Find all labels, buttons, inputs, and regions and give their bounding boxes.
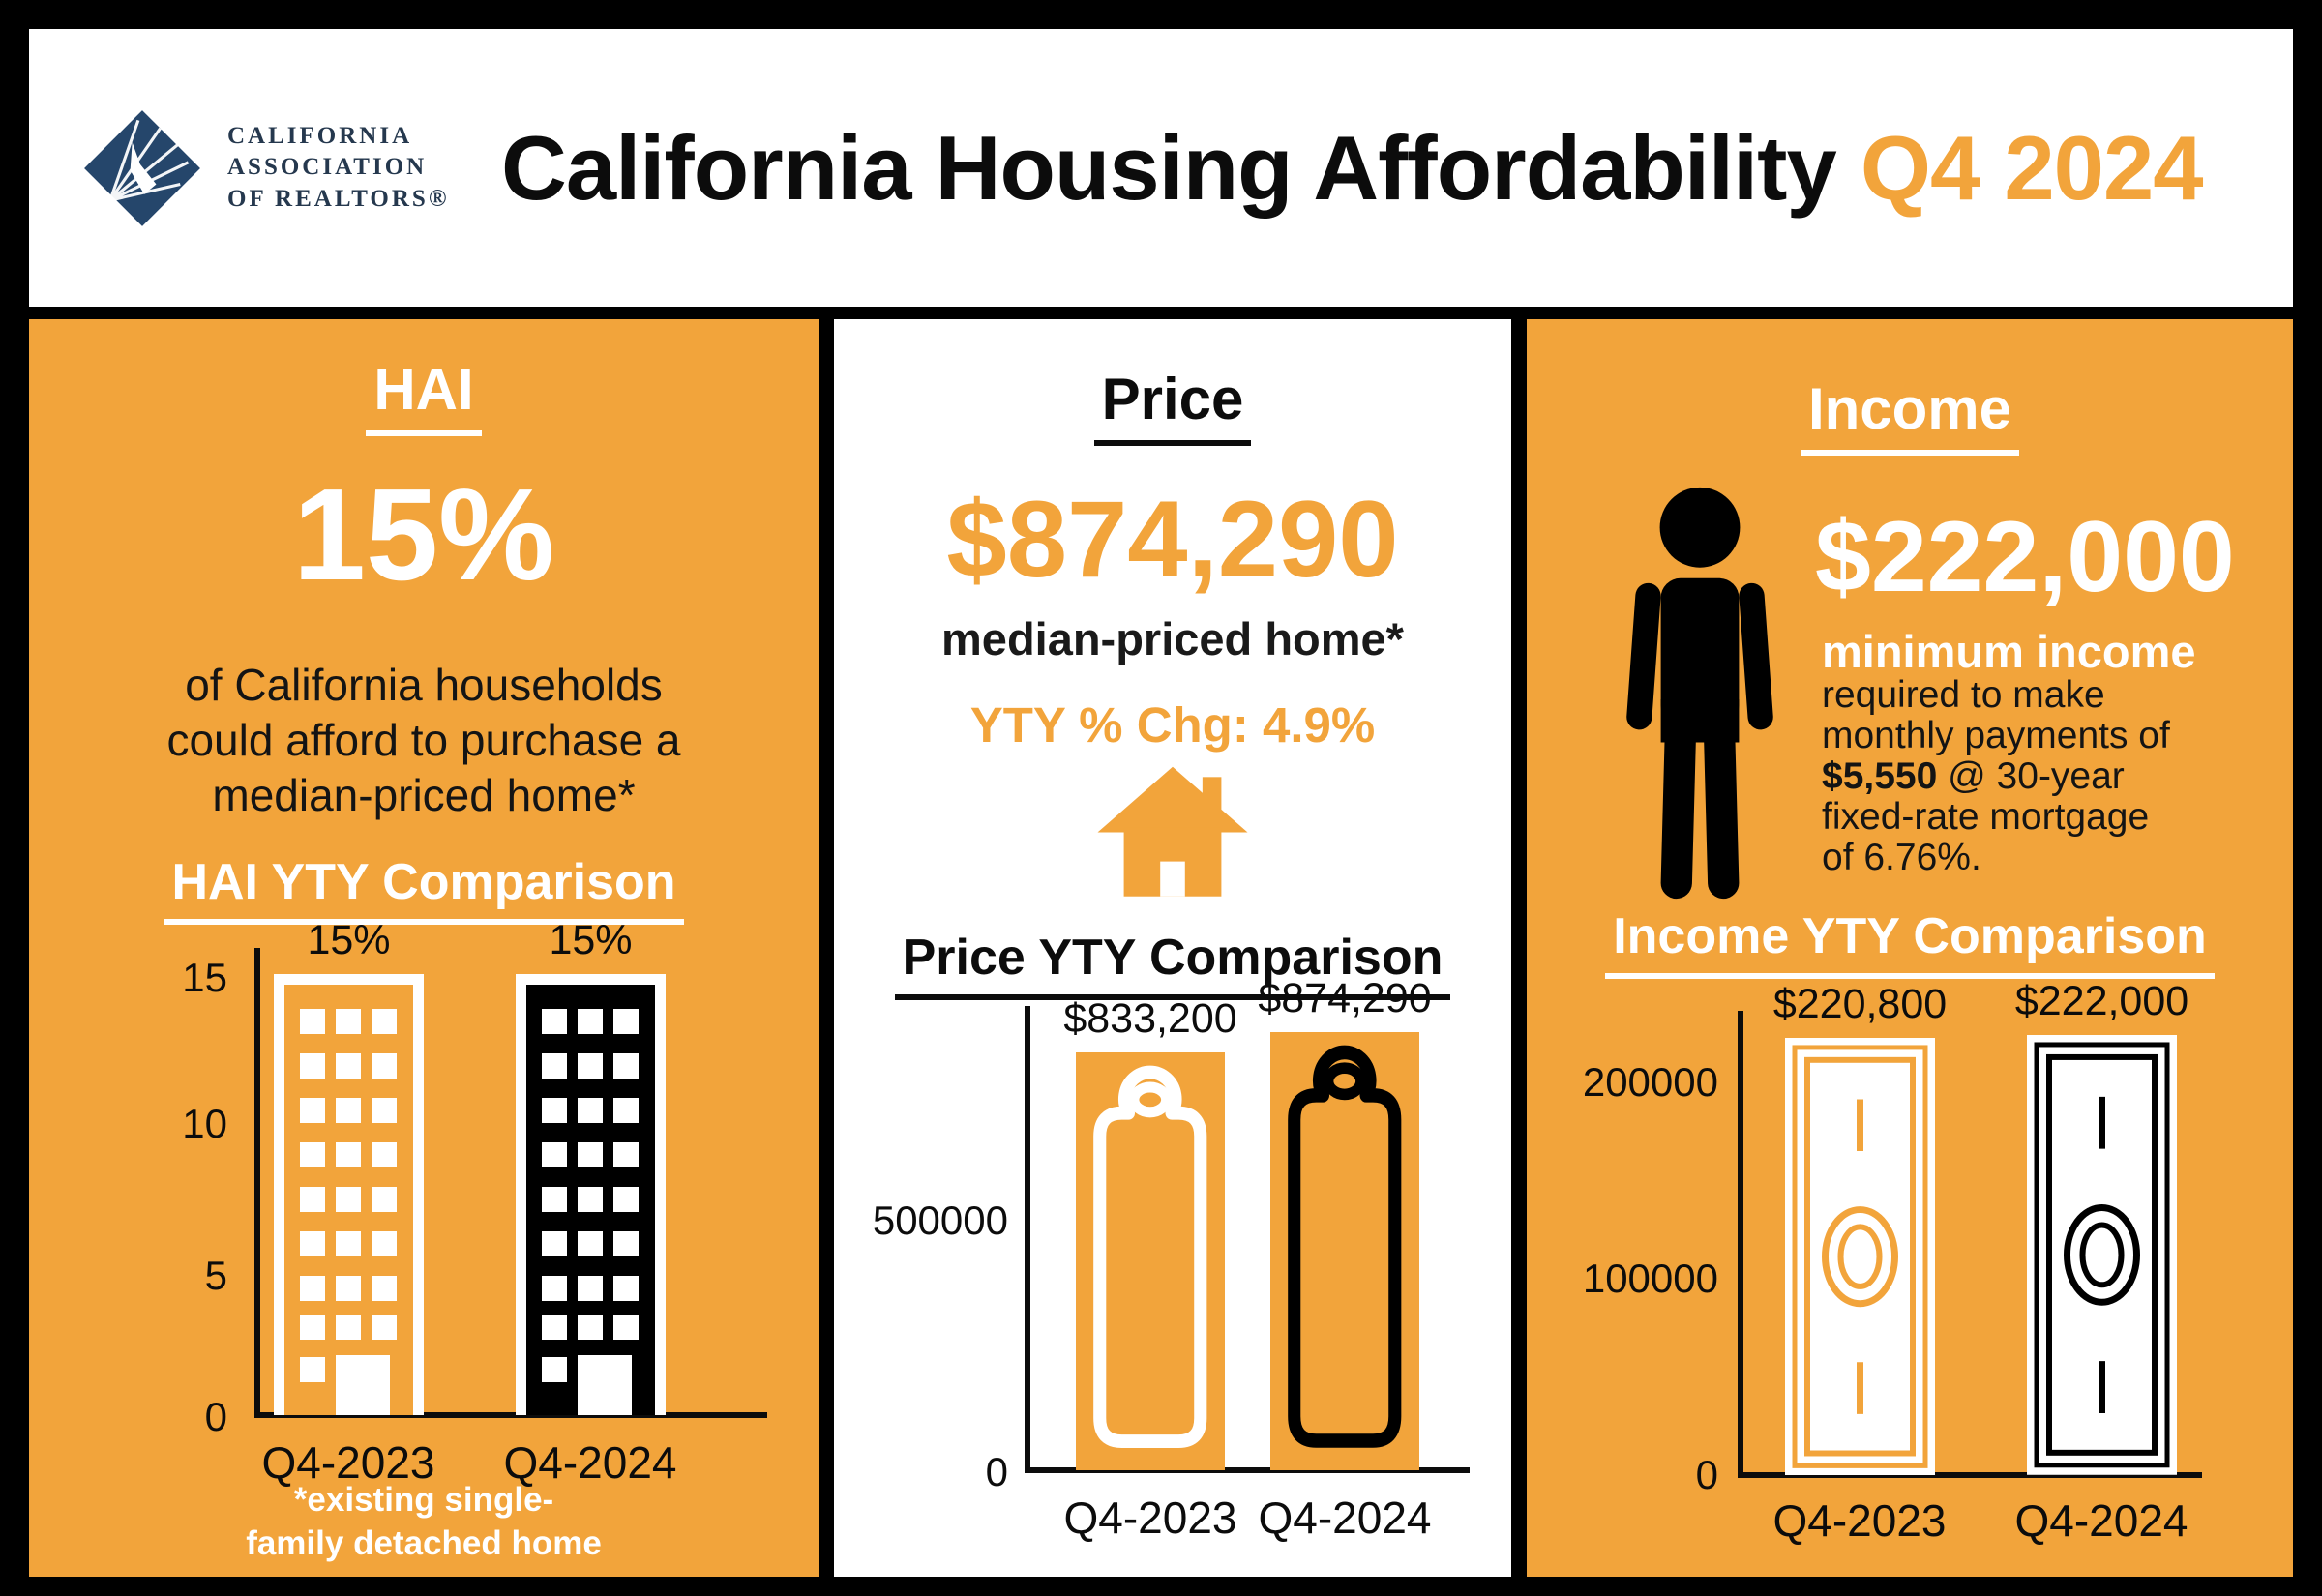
hai-ytick: 5 xyxy=(204,1253,227,1298)
hai-big-value: 15% xyxy=(292,461,555,607)
price-bar-value-label: $874,290 xyxy=(1258,974,1432,1021)
logo-line: OF REALTORS® xyxy=(227,185,450,212)
income-ytick: 200000 xyxy=(1582,1059,1718,1105)
income-description-line: fixed-rate mortgage xyxy=(1822,796,2150,838)
hai-description-line: could afford to purchase a xyxy=(166,715,681,765)
income-description-rest: @ 30-year xyxy=(1937,755,2125,797)
header: CALIFORNIA ASSOCIATION OF REALTORS® Cali… xyxy=(29,29,2293,307)
hai-bar-value-label: 15% xyxy=(307,917,391,963)
price-ytick: 500000 xyxy=(872,1197,1008,1243)
building-black-icon xyxy=(516,974,666,1415)
income-subtitle: minimum income xyxy=(1822,626,2196,677)
house-icon xyxy=(1097,766,1248,897)
income-panel: Income $222,000 minimum income required … xyxy=(1527,319,2293,1577)
income-description-line: required to make xyxy=(1822,674,2105,716)
hai-description-line: of California households xyxy=(185,660,663,710)
income-panel-title-row: Income xyxy=(1527,375,2293,456)
hai-chart-title-row: HAI YTY Comparison xyxy=(29,853,819,925)
person-icon xyxy=(1626,487,1773,900)
income-description: required to make monthly payments of $5,… xyxy=(1822,675,2228,878)
price-bar-q4-2023: $833,200 xyxy=(1063,995,1237,1470)
price-bar-q4-2024: $874,290 xyxy=(1258,975,1432,1470)
income-payment-amount: $5,550 xyxy=(1822,755,1938,797)
income-panel-title: Income xyxy=(1800,375,2020,456)
page-title-quarter: Q4 2024 xyxy=(1860,116,2204,219)
hai-chart-title: HAI YTY Comparison xyxy=(164,853,684,925)
hai-panel-title: HAI xyxy=(366,356,482,436)
income-big-value: $222,000 xyxy=(1815,501,2235,613)
price-panel-title: Price xyxy=(1093,366,1252,446)
hai-description: of California households could afford to… xyxy=(29,658,819,823)
price-tag-black-icon xyxy=(1270,1031,1419,1470)
logo-line: CALIFORNIA xyxy=(227,122,413,149)
dollar-bill-orange-icon xyxy=(1785,1037,1935,1475)
income-description-line: $5,550 @ 30-year xyxy=(1822,756,2228,797)
car-logo: CALIFORNIA ASSOCIATION OF REALTORS® xyxy=(82,108,450,228)
income-x-axis xyxy=(1738,1472,2202,1478)
income-ytick: 100000 xyxy=(1582,1256,1718,1301)
person-icon-wrap xyxy=(1602,484,1798,905)
hai-footnote-line: *existing single- xyxy=(293,1481,554,1519)
price-chart-title-row: Price YTY Comparison xyxy=(834,929,1511,1000)
building-orange-icon xyxy=(274,974,424,1415)
logo-line: ASSOCIATION xyxy=(227,154,428,181)
hai-footnote: *existing single- family detached home xyxy=(29,1478,819,1565)
price-ytick: 0 xyxy=(985,1449,1008,1494)
income-xlabel-q4-2024: Q4-2024 xyxy=(2014,1495,2188,1546)
income-y-axis xyxy=(1738,1011,1743,1475)
income-xlabel-q4-2023: Q4-2023 xyxy=(1772,1495,1947,1546)
income-description-line: monthly payments of xyxy=(1822,715,2170,756)
california-state-shape xyxy=(130,141,157,194)
hai-bar-q4-2023: 15% xyxy=(274,917,424,1415)
price-yty-change: YTY % Chg: 4.9% xyxy=(969,697,1376,753)
price-bar-value-label: $833,200 xyxy=(1063,995,1237,1043)
price-tag-white-icon xyxy=(1076,1052,1225,1470)
hai-panel: HAI 15% of California households could a… xyxy=(29,319,819,1577)
income-bar-q4-2024: $222,000 xyxy=(2015,978,2188,1475)
price-y-axis xyxy=(1025,1006,1030,1470)
hai-y-axis xyxy=(254,948,260,1417)
house-icon-wrap xyxy=(834,762,1511,904)
hai-ytick: 15 xyxy=(182,955,227,1000)
page-title: California Housing Affordability Q4 2024 xyxy=(450,116,2293,221)
price-x-axis xyxy=(1025,1467,1470,1473)
hai-xlabel-q4-2023: Q4-2023 xyxy=(261,1437,435,1488)
price-big-value: $874,290 xyxy=(946,479,1399,600)
price-xlabel-q4-2023: Q4-2023 xyxy=(1063,1493,1237,1543)
page-title-text: California Housing Affordability xyxy=(501,116,1837,219)
hai-ytick: 10 xyxy=(182,1101,227,1146)
hai-bar-q4-2024: 15% xyxy=(516,917,666,1415)
income-bar-value-label: $220,800 xyxy=(1772,980,1948,1027)
income-description-line: of 6.76%. xyxy=(1822,837,1981,878)
hai-xlabel-q4-2024: Q4-2024 xyxy=(503,1437,677,1488)
hai-ytick: 0 xyxy=(204,1394,227,1439)
hai-bar-value-label: 15% xyxy=(549,917,633,963)
hai-description-line: median-priced home* xyxy=(212,770,636,820)
car-logo-text: CALIFORNIA ASSOCIATION OF REALTORS® xyxy=(227,121,450,216)
hai-x-axis xyxy=(254,1412,767,1418)
income-ytick: 0 xyxy=(1695,1452,1718,1497)
hai-panel-title-row: HAI xyxy=(29,356,819,436)
price-xlabel-q4-2024: Q4-2024 xyxy=(1258,1493,1432,1543)
dollar-bill-black-icon xyxy=(2027,1035,2177,1475)
car-diamond-logo-icon xyxy=(84,109,200,226)
income-chart-title-row: Income YTY Comparison xyxy=(1527,907,2293,979)
price-subtitle: median-priced home* xyxy=(941,613,1404,665)
price-panel: Price $874,290 median-priced home* YTY %… xyxy=(834,319,1511,1577)
income-bar-value-label: $222,000 xyxy=(2014,978,2189,1025)
price-panel-title-row: Price xyxy=(834,366,1511,446)
price-chart-title: Price YTY Comparison xyxy=(894,929,1451,1000)
income-bar-q4-2023: $220,800 xyxy=(1773,981,1947,1475)
income-chart-title: Income YTY Comparison xyxy=(1605,907,2215,979)
hai-footnote-line: family detached home xyxy=(246,1524,602,1562)
